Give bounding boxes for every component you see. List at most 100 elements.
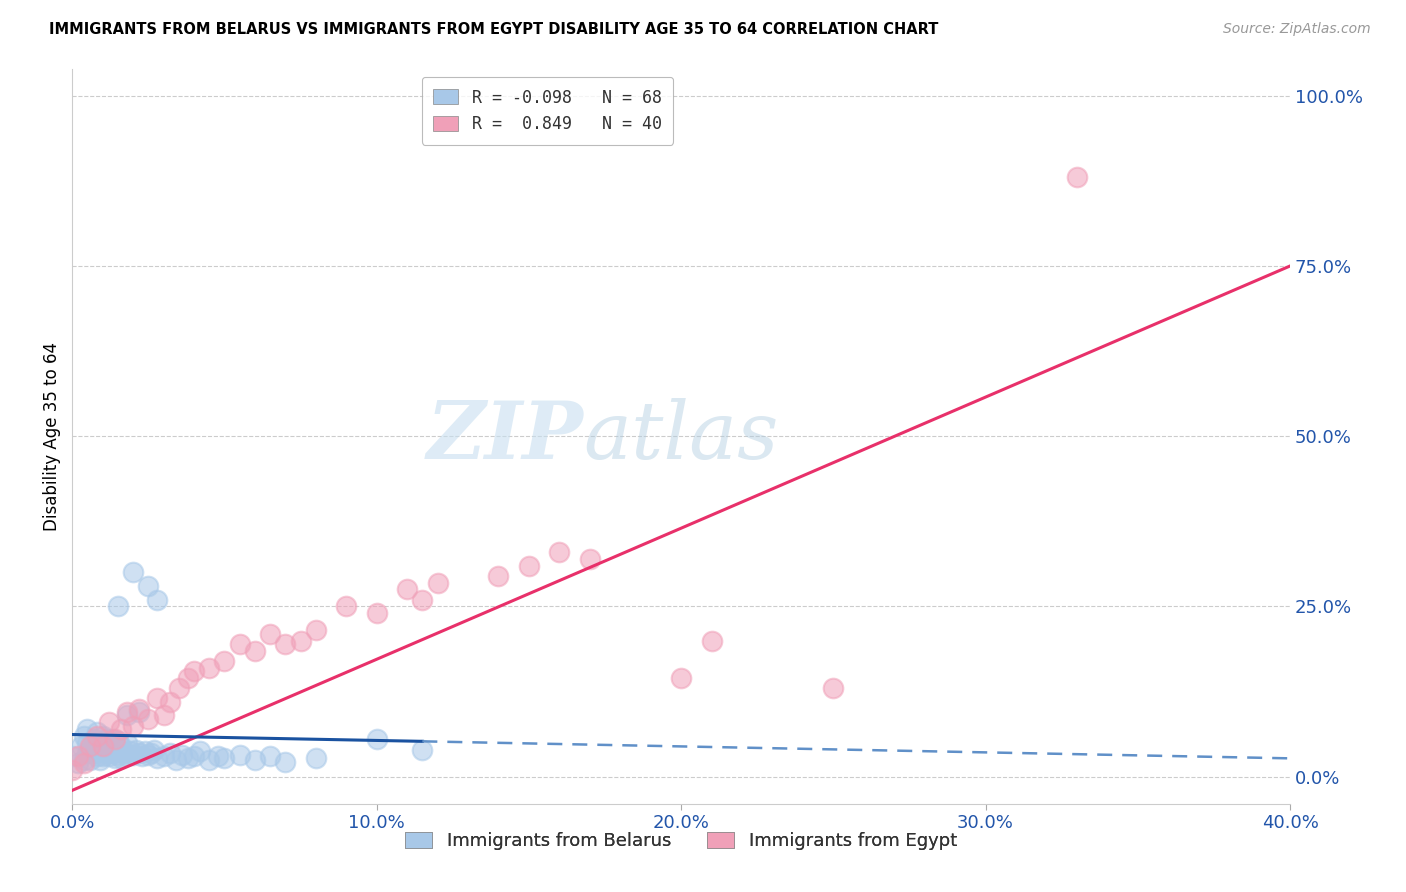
Point [89,736,111,750]
Point [115,736,138,750]
Point [243,644,266,658]
Point [86,729,108,743]
Point [207,749,229,764]
Point [198,661,221,675]
Point [91,749,114,764]
Point [228,747,250,762]
Point [1066,170,1088,185]
Point [83,732,105,747]
Point [274,637,297,651]
Point [411,592,433,607]
Point [67,749,90,764]
Point [517,558,540,573]
Point [86,725,108,739]
Point [143,742,166,756]
Point [177,671,200,685]
Point [60,763,83,777]
Point [198,753,221,767]
Point [305,624,328,638]
Point [91,729,114,743]
Point [91,739,114,753]
Point [115,705,138,719]
Point [366,607,388,621]
Point [122,719,145,733]
Point [411,742,433,756]
Point [94,746,117,760]
Point [228,637,250,651]
Point [488,569,510,583]
Text: IMMIGRANTS FROM BELARUS VS IMMIGRANTS FROM EGYPT DISABILITY AGE 35 TO 64 CORRELA: IMMIGRANTS FROM BELARUS VS IMMIGRANTS FR… [49,22,939,37]
Point [89,753,111,767]
Point [67,756,90,771]
Point [159,746,181,760]
Point [700,633,723,648]
Point [170,747,193,762]
Point [305,750,328,764]
Point [60,749,83,764]
Point [214,750,236,764]
Point [146,592,169,607]
Point [76,746,98,760]
Point [76,722,98,736]
Point [122,566,145,580]
Point [152,749,174,764]
Point [73,729,96,743]
Point [335,599,357,614]
Point [104,732,127,747]
Point [115,749,138,764]
Point [396,582,419,597]
Point [122,747,145,762]
Point [669,671,692,685]
Point [426,575,449,590]
Point [290,633,312,648]
Point [110,739,132,753]
Point [97,749,120,764]
Point [214,654,236,668]
Point [128,705,150,719]
Point [112,746,135,760]
Point [107,599,129,614]
Point [101,732,124,747]
Point [107,747,129,762]
Text: atlas: atlas [583,398,779,475]
Point [138,712,160,726]
Point [79,742,101,756]
Point [165,753,187,767]
Point [177,750,200,764]
Point [97,737,120,751]
Point [128,701,150,715]
Text: Source: ZipAtlas.com: Source: ZipAtlas.com [1223,22,1371,37]
Point [243,753,266,767]
Point [104,750,127,764]
Point [110,722,132,736]
Point [366,732,388,747]
Point [146,691,169,706]
Point [110,750,132,764]
Point [86,749,108,764]
Point [274,755,297,769]
Point [104,737,127,751]
Point [141,746,163,760]
Point [91,739,114,753]
Point [167,681,190,696]
Point [97,715,120,730]
Point [138,579,160,593]
Point [146,750,169,764]
Point [128,746,150,760]
Point [259,749,281,764]
Point [73,753,96,767]
Point [79,753,101,767]
Point [152,708,174,723]
Point [548,545,571,559]
Point [823,681,845,696]
Point [131,749,153,764]
Point [183,664,205,678]
Point [578,551,600,566]
Point [86,739,108,753]
Point [115,708,138,723]
Point [125,742,148,756]
Point [138,747,160,762]
Point [83,746,105,760]
Point [183,749,205,764]
Point [70,739,93,753]
